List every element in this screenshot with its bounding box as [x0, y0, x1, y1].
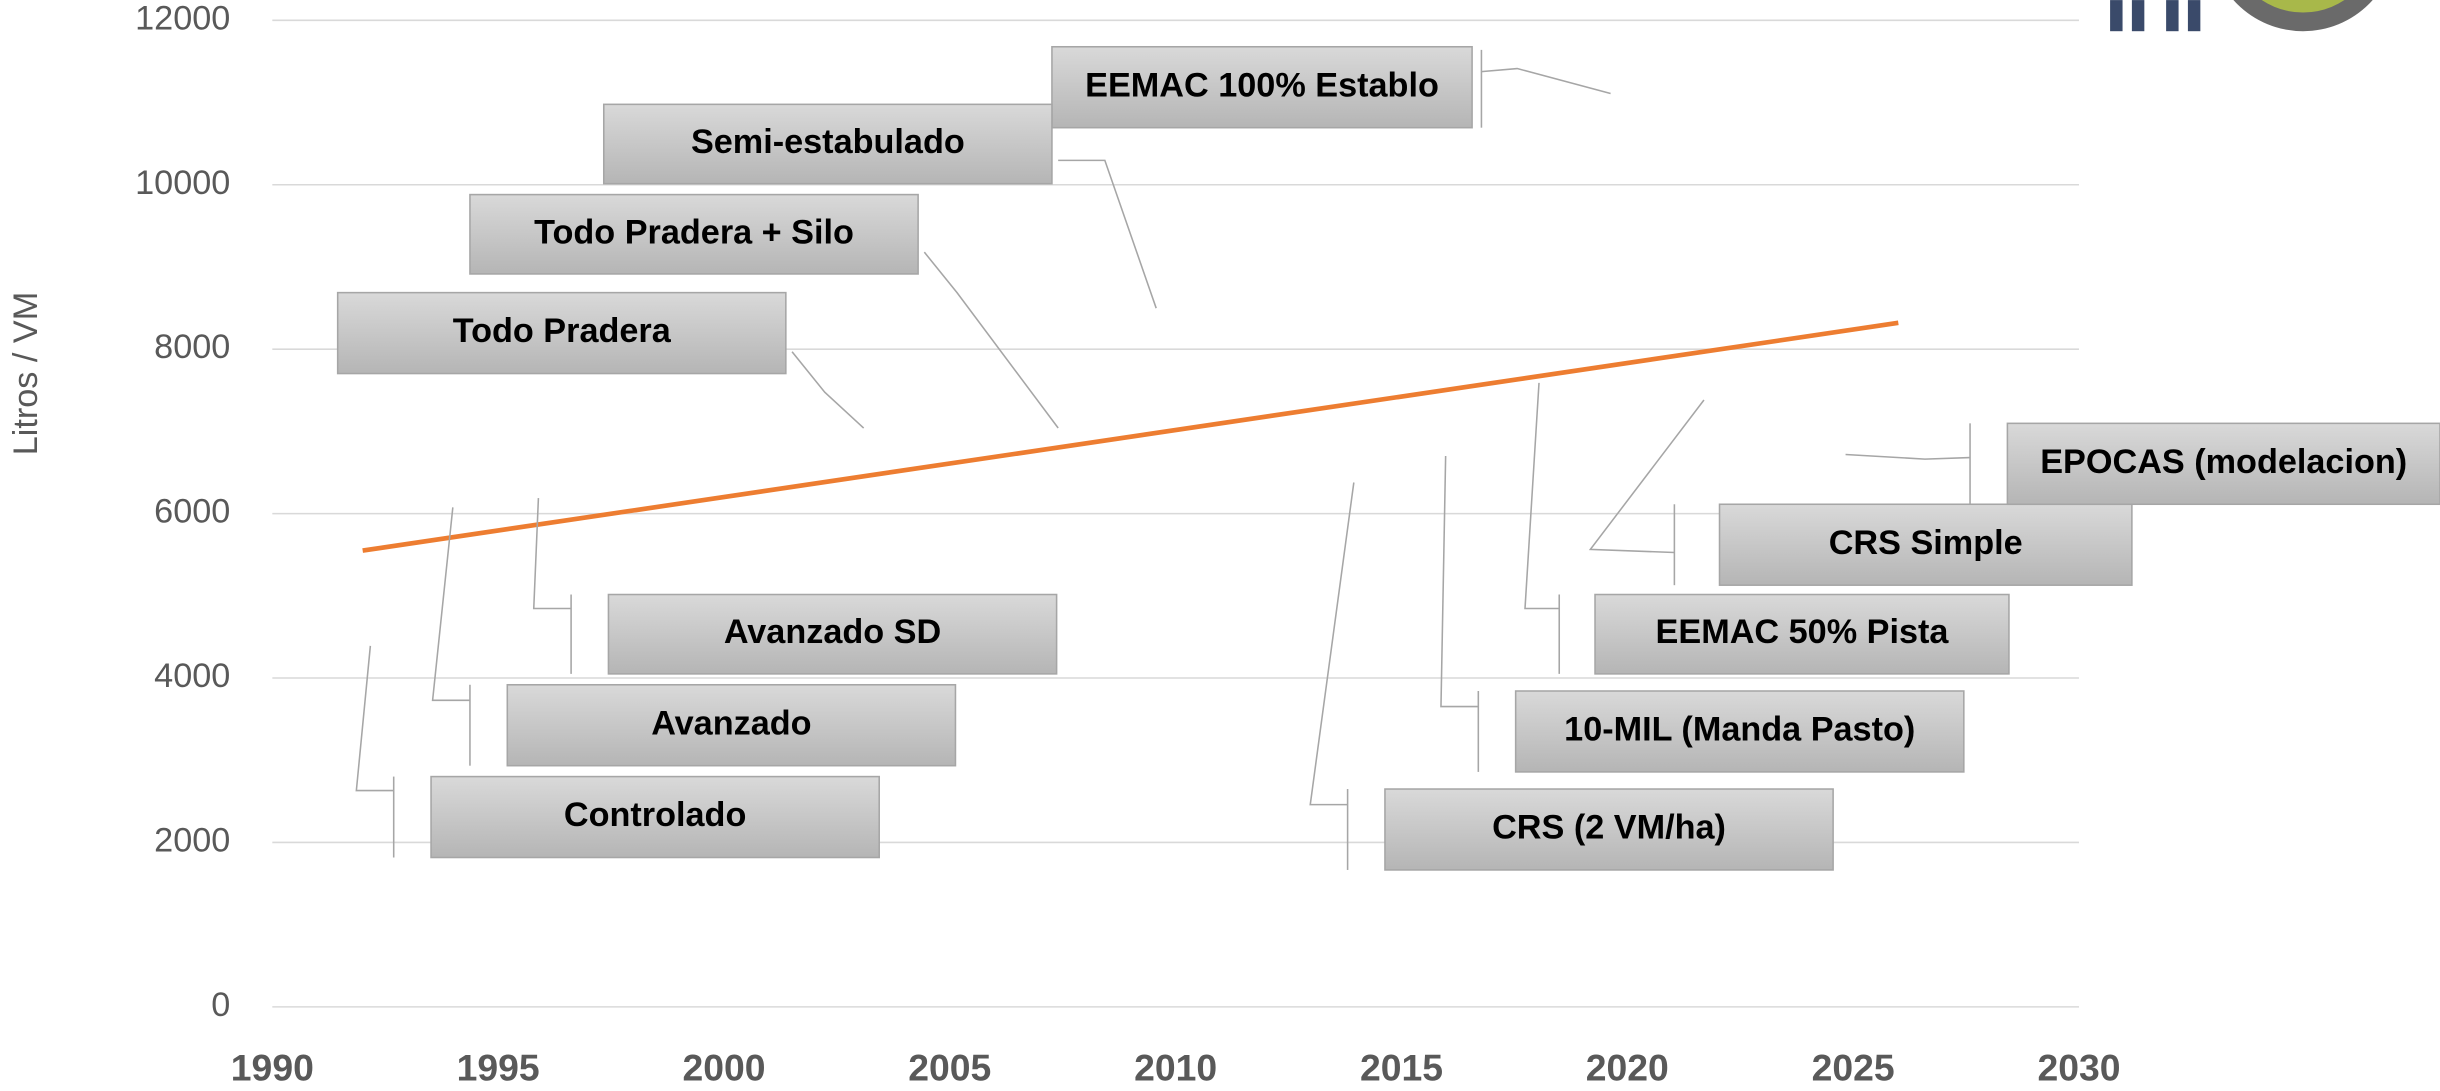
annotation-label: 10-MIL (Manda Pasto) [1564, 711, 1915, 749]
x-tick-label: 2025 [1812, 1047, 1895, 1089]
leader-line [1058, 159, 1157, 309]
leader-line [923, 251, 1059, 429]
annotation-label: EEMAC 100% Establo [1085, 66, 1439, 104]
annotation-box [506, 683, 957, 767]
logo-fragment [2110, 0, 2373, 32]
annotation-box [607, 593, 1058, 675]
annotation-box [1718, 503, 2133, 586]
y-tick-label: 0 [211, 986, 230, 1024]
x-tick-label: 2005 [908, 1047, 991, 1089]
x-tick-label: 1990 [231, 1047, 314, 1089]
leader-line [431, 507, 470, 702]
annotation-box [469, 193, 919, 275]
annotation-box [336, 291, 787, 375]
annotation-box [1051, 45, 1473, 129]
annotation-label: EPOCAS (modelacion) [2040, 443, 2407, 481]
x-tick-label: 2000 [682, 1047, 765, 1089]
annotation-box [1384, 788, 1834, 871]
y-tick-label: 8000 [154, 328, 230, 366]
y-tick-label: 10000 [135, 164, 230, 202]
leader-line [1845, 453, 1971, 460]
x-tick-label: 2015 [1360, 1047, 1443, 1089]
annotation-label: Semi-estabulado [691, 123, 965, 161]
leader-line [1309, 482, 1355, 806]
annotation-label: Avanzado [651, 704, 811, 742]
annotation-label: Todo Pradera + Silo [534, 213, 854, 251]
annotation-label: CRS Simple [1829, 524, 2023, 562]
annotation-box [1594, 593, 2010, 675]
annotation-box [430, 775, 880, 859]
annotation-label: EEMAC 50% Pista [1656, 613, 1950, 651]
annotation-box [1514, 690, 1965, 773]
y-axis-label: Litros / VM [7, 292, 45, 456]
y-tick-label: 12000 [135, 0, 230, 37]
annotation-label: Controlado [564, 796, 746, 834]
x-tick-label: 2020 [1586, 1047, 1669, 1089]
annotation-label: Todo Pradera [453, 312, 672, 350]
data-line [362, 320, 1899, 553]
leader-line [1588, 399, 1705, 554]
leader-line [355, 645, 394, 792]
leader-line [1440, 456, 1479, 708]
leader-line [1481, 67, 1611, 95]
annotation-label: Avanzado SD [724, 613, 941, 651]
x-tick-label: 2010 [1134, 1047, 1217, 1089]
x-tick-label: 2030 [2037, 1047, 2120, 1089]
y-tick-label: 6000 [154, 493, 230, 531]
x-tick-label: 1995 [457, 1047, 540, 1089]
y-tick-label: 4000 [154, 657, 230, 695]
y-tick-label: 2000 [154, 822, 230, 860]
leader-line [1524, 382, 1560, 610]
leader-line [532, 498, 572, 610]
leader-line [791, 351, 865, 429]
annotation-label: CRS (2 VM/ha) [1492, 809, 1726, 847]
annotation-box [2006, 422, 2440, 506]
annotation-box [602, 103, 1053, 185]
